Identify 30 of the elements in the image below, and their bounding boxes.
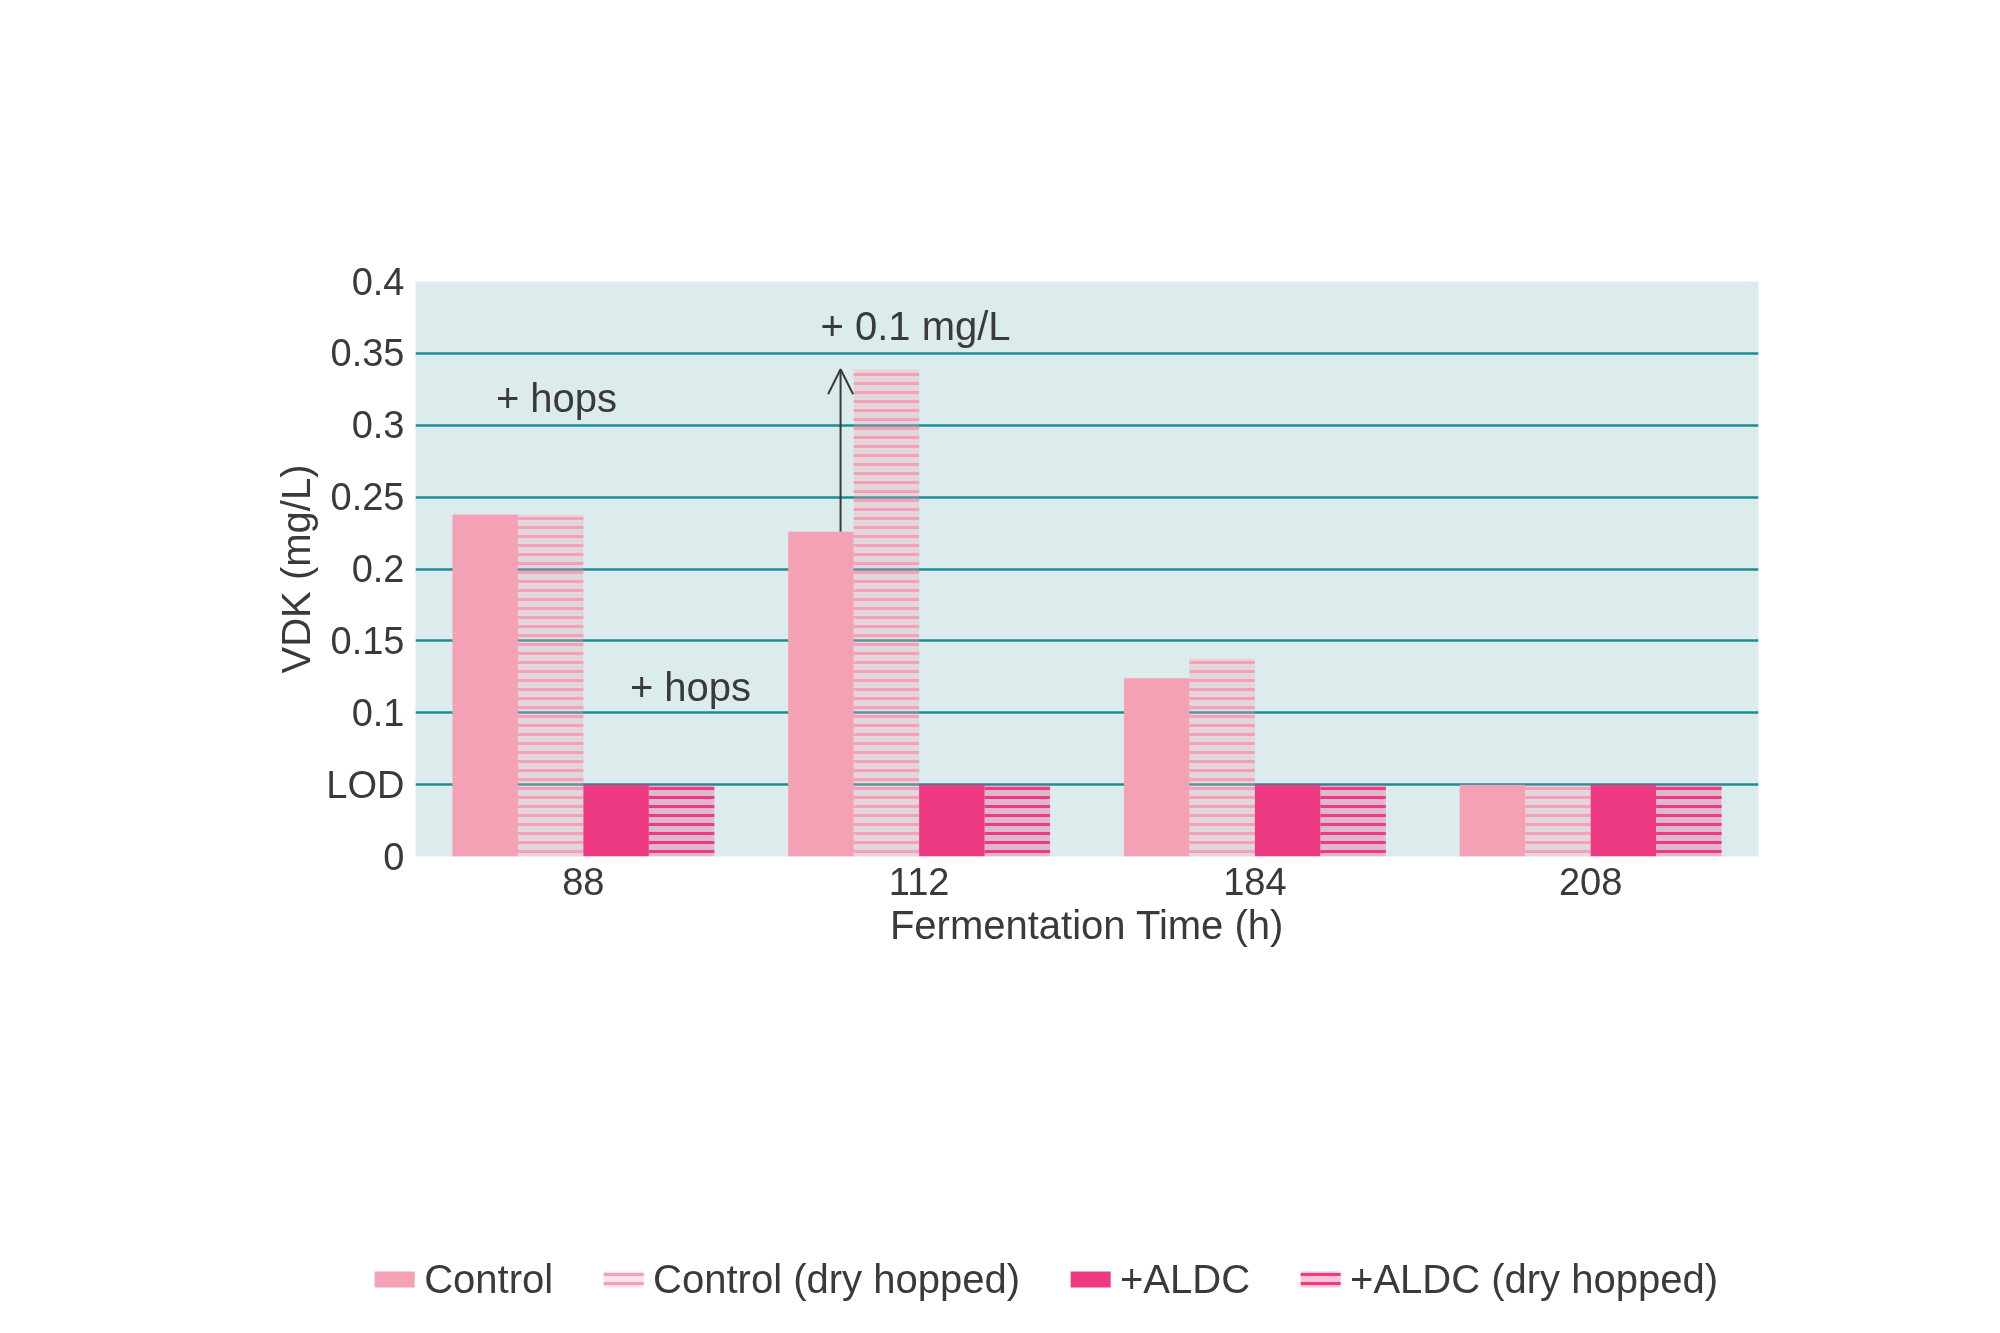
bar bbox=[919, 784, 985, 857]
y-axis-title: VDK (mg/L) bbox=[274, 464, 319, 674]
annotation: + 0.1 mg/L bbox=[820, 303, 1011, 348]
bar bbox=[1590, 784, 1657, 857]
y-tick-label: 0.2 bbox=[351, 548, 405, 590]
bar bbox=[1254, 784, 1321, 857]
legend-label: +ALDC (dry hopped) bbox=[1350, 1256, 1718, 1302]
y-tick-label: 0.4 bbox=[351, 260, 405, 303]
x-tick-label: 88 bbox=[562, 860, 605, 903]
bar bbox=[452, 514, 518, 857]
y-tick-label: 0.15 bbox=[330, 619, 405, 662]
bar bbox=[1123, 678, 1190, 857]
y-tick-label: 0.1 bbox=[351, 691, 405, 734]
bar bbox=[1459, 784, 1526, 857]
x-axis-title: Fermentation Time (h) bbox=[889, 902, 1284, 947]
legend-label: +ALDC bbox=[1119, 1256, 1251, 1302]
annotation: + hops bbox=[495, 375, 618, 420]
x-tick-label: 184 bbox=[1223, 860, 1287, 903]
bar bbox=[788, 531, 854, 857]
x-tick-label: 112 bbox=[888, 860, 950, 903]
annotation: + hops bbox=[629, 664, 752, 709]
legend-label: Control (dry hopped) bbox=[653, 1256, 1020, 1302]
legend-label: Control bbox=[424, 1256, 554, 1302]
y-tick-label: 0.3 bbox=[351, 404, 405, 447]
y-tick-label: 0 bbox=[383, 835, 405, 878]
y-tick-label: 0.35 bbox=[330, 332, 405, 375]
y-tick-label: 0.25 bbox=[330, 476, 405, 519]
x-tick-label: 208 bbox=[1558, 860, 1623, 903]
y-tick-label: LOD bbox=[326, 763, 405, 806]
bar bbox=[583, 784, 649, 857]
